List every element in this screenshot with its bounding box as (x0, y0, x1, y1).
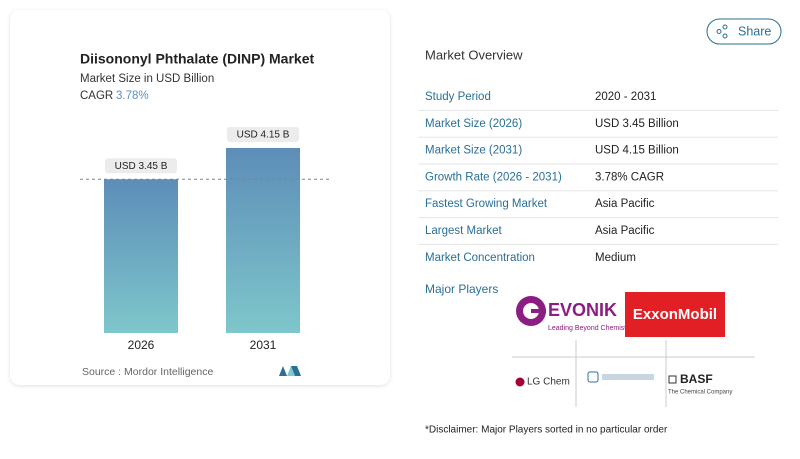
x-tick-label: 2031 (250, 338, 277, 352)
cagr-value: 3.78% (116, 90, 149, 102)
players-title: Major Players (425, 282, 498, 296)
disclaimer: *Disclaimer: Major Players sorted in no … (425, 425, 668, 436)
overview-value: Medium (595, 252, 636, 264)
bar (226, 148, 300, 333)
share-icon (716, 29, 722, 34)
chart-subtitle: Market Size in USD Billion (80, 73, 214, 85)
overview-value: USD 4.15 Billion (595, 145, 679, 157)
overview-label: Market Concentration (425, 252, 535, 264)
overview-label: Growth Rate (2026 - 2031) (425, 171, 562, 183)
overview-value: Asia Pacific (595, 198, 655, 210)
value-label-box (105, 158, 177, 174)
union-chem-logo (602, 374, 654, 380)
bar (104, 179, 178, 333)
share-label[interactable]: Share (738, 24, 771, 38)
source-logo (279, 366, 301, 376)
overview-label: Market Size (2031) (425, 145, 522, 157)
evonik-tagline: Leading Beyond Chemistry (548, 325, 633, 332)
overview-value: 2020 - 2031 (595, 91, 656, 103)
overview-label: Fastest Growing Market (425, 198, 548, 210)
basf-tagline: The Chemical Company (668, 390, 732, 396)
player-logos: EVONIK Leading Beyond Chemistry ExxonMob… (512, 292, 755, 407)
x-tick-label: 2026 (128, 338, 155, 352)
basf-mark (668, 375, 677, 384)
overview-value: USD 3.45 Billion (595, 118, 679, 130)
lgchem-logo: LG Chem (527, 377, 570, 388)
union-chem-logo (587, 371, 599, 383)
overview-label: Largest Market (425, 225, 503, 237)
overview-label: Market Size (2026) (425, 118, 522, 130)
basf-logo: BASF (680, 372, 713, 386)
chart-title: Diisononyl Phthalate (DINP) Market (80, 51, 314, 67)
overview-label: Study Period (425, 91, 491, 103)
exxon-logo: ExxonMobil (633, 306, 717, 323)
cagr-label: CAGR (80, 90, 113, 102)
share-icon (722, 33, 728, 39)
lgchem-mark (515, 377, 525, 387)
share-button[interactable]: Share (706, 18, 782, 45)
share-icon (722, 24, 728, 30)
value-label-box (227, 127, 299, 142)
evonik-mark (531, 309, 546, 313)
source: Source : Mordor Intelligence (82, 366, 213, 378)
overview-value: Asia Pacific (595, 225, 655, 237)
value-label: USD 4.15 B (237, 130, 290, 141)
overview-title: Market Overview (425, 47, 523, 62)
evonik-logo: EVONIK (548, 300, 617, 320)
value-label: USD 3.45 B (115, 161, 168, 172)
exxon-box (625, 292, 725, 337)
overview-value: 3.78% CAGR (595, 171, 664, 183)
